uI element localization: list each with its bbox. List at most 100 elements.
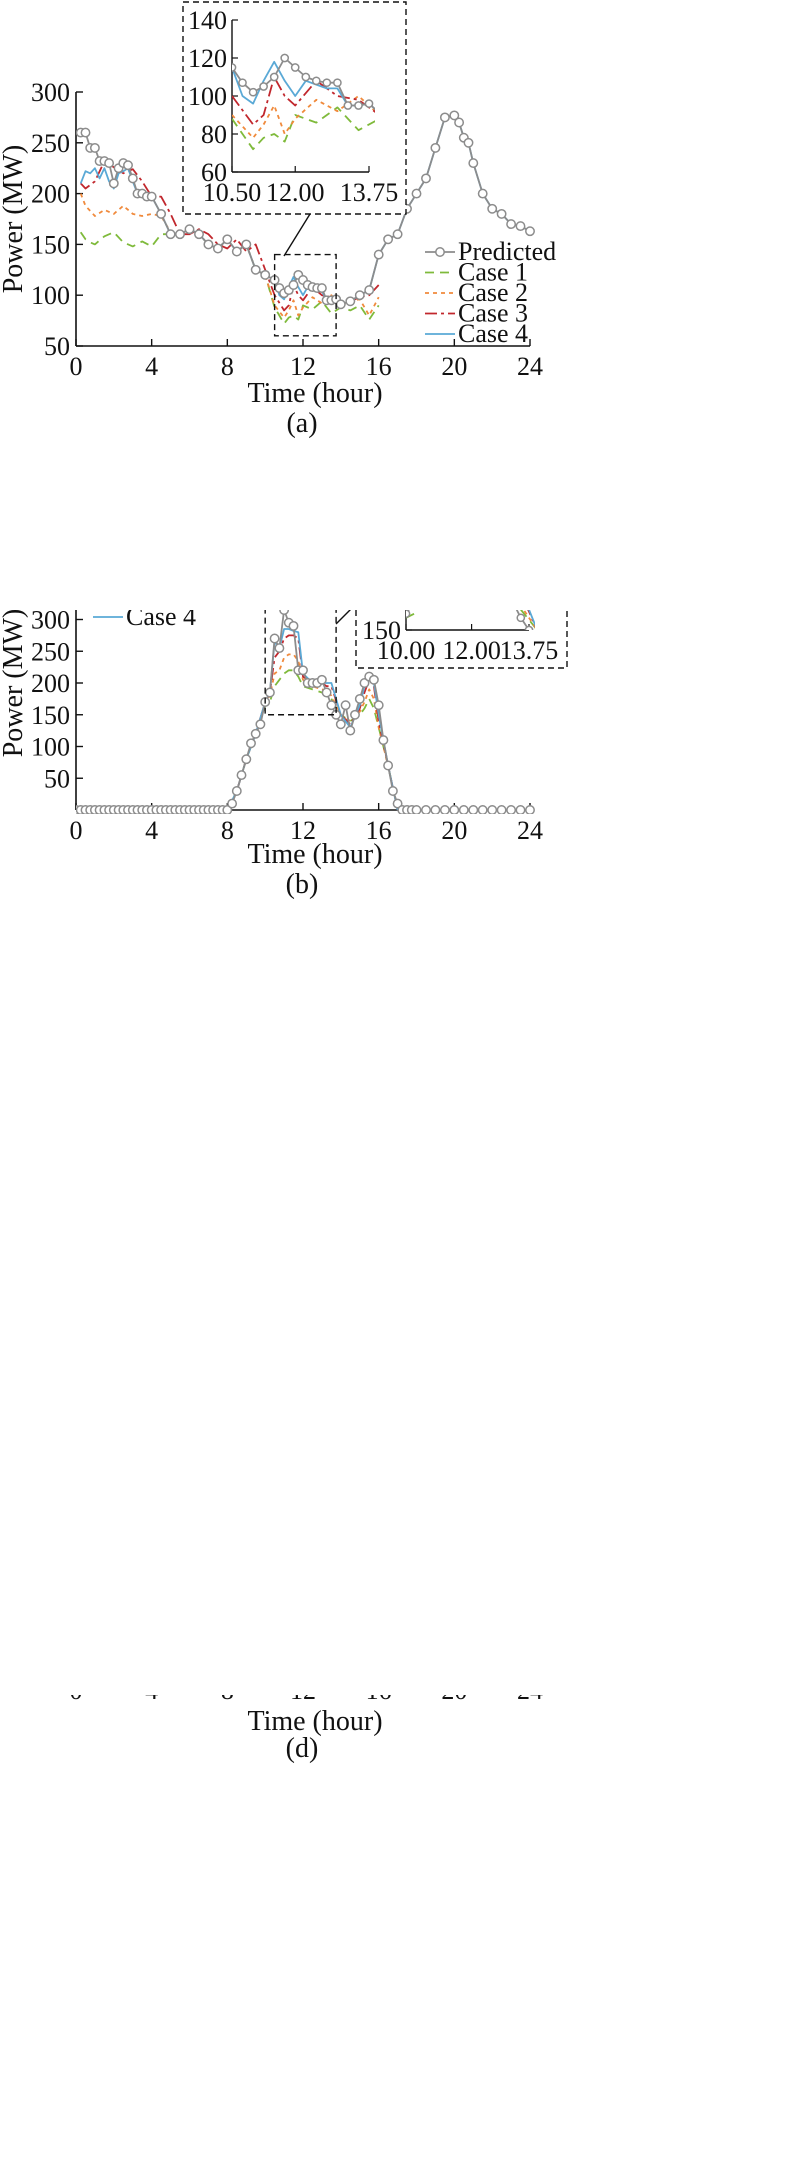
data-point-predicted — [516, 613, 526, 623]
data-point-predicted — [515, 805, 526, 814]
data-point-predicted — [477, 188, 488, 199]
x-tick-label: 8 — [221, 816, 234, 845]
x-tick-label: 16 — [366, 352, 392, 381]
data-point-predicted — [421, 805, 431, 814]
data-point-predicted — [350, 709, 360, 720]
data-point-predicted — [127, 173, 138, 184]
y-tick-label: 250 — [31, 637, 70, 666]
y-tick-label: 50 — [44, 764, 70, 793]
legend-marker-predicted — [435, 247, 445, 257]
x-axis-label: Time (hour) — [247, 839, 382, 870]
data-point-predicted — [515, 221, 526, 232]
y-tick-label: 150 — [31, 230, 70, 259]
legend-item-case-4: Case 4 — [93, 610, 196, 631]
data-point-predicted — [288, 620, 299, 631]
legend-label-predicted: Predicted — [458, 237, 556, 266]
data-point-predicted — [165, 229, 176, 240]
y-tick-label: 300 — [31, 78, 70, 107]
data-point-predicted — [454, 117, 465, 128]
x-tick-label: 12 — [290, 352, 316, 381]
data-point-predicted — [411, 188, 422, 199]
chart-panel-b: 0481216202450100150200250300350400Time (… — [0, 610, 568, 900]
data-point-predicted — [496, 805, 507, 814]
x-tick-label: 12 — [290, 1695, 316, 1705]
data-point-predicted — [340, 700, 351, 711]
data-point-predicted — [458, 805, 469, 814]
data-point-predicted — [274, 643, 285, 654]
zoom-connector-line — [335, 610, 351, 625]
data-point-predicted — [232, 63, 237, 72]
inset-y-tick-label: 60 — [201, 158, 227, 187]
x-tick-label: 8 — [221, 352, 234, 381]
x-tick-label: 20 — [441, 1695, 467, 1705]
data-point-predicted — [439, 112, 450, 123]
x-tick-label: 16 — [366, 1695, 392, 1705]
data-point-predicted — [387, 786, 398, 796]
y-axis-label: Power (MW) — [0, 610, 29, 757]
data-point-predicted — [525, 226, 535, 237]
data-point-predicted — [246, 738, 256, 749]
data-point-predicted — [335, 299, 346, 310]
x-tick-label: 16 — [366, 816, 392, 845]
x-tick-label: 20 — [441, 352, 467, 381]
legend-label-case-2: Case 2 — [458, 278, 528, 307]
data-point-predicted — [298, 665, 308, 676]
data-point-predicted — [411, 805, 422, 814]
x-tick-label: 12 — [290, 816, 316, 845]
data-point-predicted — [222, 234, 233, 245]
inset-y-tick-label: 120 — [188, 44, 227, 73]
x-tick-label: 0 — [70, 816, 83, 845]
data-point-predicted — [231, 246, 242, 257]
data-point-predicted — [354, 693, 365, 704]
panel-caption: (a) — [286, 408, 317, 439]
data-point-predicted — [321, 687, 332, 698]
inset-y-tick-label: 80 — [201, 120, 227, 149]
data-point-predicted — [354, 290, 365, 301]
data-point-predicted — [241, 754, 252, 765]
data-point-predicted — [241, 239, 252, 250]
data-point-predicted — [343, 101, 353, 110]
data-point-predicted — [364, 285, 375, 296]
data-point-predicted — [439, 805, 450, 814]
y-tick-label: 200 — [31, 180, 70, 209]
y-tick-label: 300 — [31, 610, 70, 635]
x-tick-label: 8 — [221, 1695, 234, 1705]
data-point-predicted — [378, 735, 389, 746]
x-tick-label: 24 — [517, 1695, 543, 1705]
data-point-predicted — [260, 269, 271, 280]
legend-item-case-3: Case 3 — [425, 299, 528, 328]
y-tick-label: 100 — [31, 733, 70, 762]
legend-label-case-3: Case 3 — [126, 610, 196, 611]
zoom-connector-line — [283, 213, 311, 257]
inset-x-tick-label: 13.75 — [340, 178, 399, 207]
series-group — [76, 110, 535, 325]
data-point-predicted — [463, 137, 474, 148]
data-point-predicted — [203, 239, 214, 250]
data-point-predicted — [333, 78, 342, 88]
panel-b-content: 0481216202450100150200250300350400Time (… — [0, 610, 568, 900]
data-point-predicted — [250, 264, 261, 275]
data-point-predicted — [506, 805, 517, 814]
legend-label-case-4: Case 4 — [126, 610, 196, 631]
data-point-predicted — [123, 160, 133, 171]
data-point-predicted — [368, 674, 379, 685]
legend-item-case-2: Case 2 — [425, 278, 528, 307]
legend-label-case-3: Case 3 — [458, 299, 528, 328]
x-tick-label: 0 — [70, 1695, 83, 1705]
data-point-predicted — [364, 99, 374, 108]
series-group — [406, 610, 535, 630]
x-tick-label: 24 — [517, 352, 543, 381]
x-tick-label: 4 — [145, 816, 158, 845]
data-point-predicted — [406, 610, 411, 619]
panel-caption: (d) — [286, 1733, 319, 1764]
legend-label-case-4: Case 4 — [458, 319, 528, 348]
data-point-predicted — [248, 87, 258, 97]
inset-x-tick-label: 12.00 — [266, 178, 325, 207]
zoom-region-box — [264, 610, 337, 716]
chart-panel-a: 0 4 8 12 16 20 24 50 100 150 200 250 300 Time (hour) P… — [0, 1, 556, 439]
chart-panel-c: 0481216202450100150200Time (hour)Electri… — [0, 1245, 785, 1715]
data-point-predicted — [279, 610, 290, 615]
data-point-predicted — [383, 234, 394, 245]
data-point-predicted — [316, 283, 327, 294]
